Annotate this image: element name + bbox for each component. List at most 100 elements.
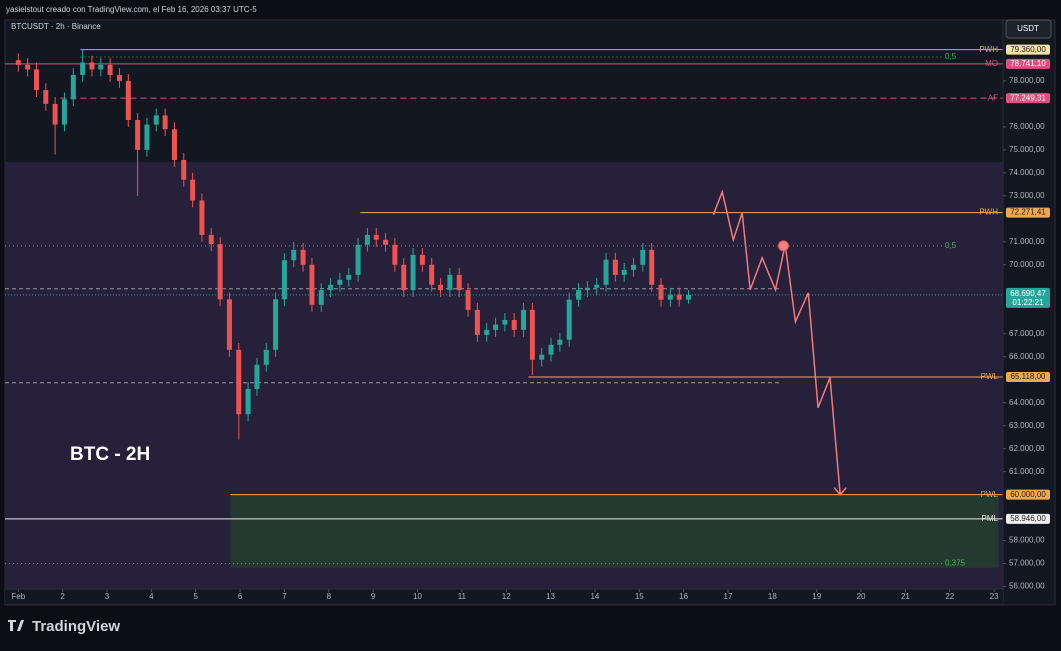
level-chip [1006,207,1050,218]
countdown: 01:22:21 [1012,298,1044,307]
y-tick-label: 75.000,00 [1009,145,1045,154]
candle-body [521,309,527,330]
candle-body [429,264,435,285]
candle-body [373,234,379,240]
y-tick-label: 57.000,00 [1009,559,1045,568]
candle-body [80,62,86,75]
y-tick-label: 63.000,00 [1009,421,1045,430]
level-label: AF [988,93,998,102]
candle-body [33,69,39,91]
y-tick-label: 64.000,00 [1009,398,1045,407]
candle-body [401,264,407,291]
y-tick-label: 56.000,00 [1009,582,1045,591]
candle-body [254,364,260,389]
level-label: PWL [981,490,999,499]
x-tick-label: 18 [768,592,777,601]
projection [712,189,841,495]
candle-body [529,309,535,360]
x-tick-label: 3 [105,592,110,601]
candle-body [208,234,214,245]
x-tick-label: 14 [590,592,599,601]
candle-body [236,349,242,415]
candle-body [300,249,306,265]
level-chip [1006,489,1050,500]
candle-body [640,249,646,265]
fib-label: 0,5 [945,52,957,61]
candle-body [309,264,315,305]
x-tick-label: 13 [546,592,555,601]
level-label: PWH [979,45,998,54]
x-tick-label: 9 [371,592,376,601]
candle-body [539,354,545,360]
x-tick-label: 21 [901,592,910,601]
currency[interactable]: USDT [1017,24,1039,33]
candle-body [548,344,554,355]
candle-body [484,329,490,335]
candle-body [217,244,223,300]
candle-body [190,179,196,201]
candle-body [456,274,462,291]
candle-body [612,259,618,275]
candle-body [392,244,398,265]
candle-body [658,284,664,300]
candle-body [337,279,343,285]
fib-label: 0,5 [945,241,957,250]
candle-body [438,284,444,291]
level-value-label: 60.000,00 [1010,490,1046,499]
candle-body [419,254,425,265]
candle-body [594,284,600,288]
x-tick-label: 23 [990,592,999,601]
x-tick-label: 5 [194,592,199,601]
candle-body [383,239,389,245]
level-chip [1006,58,1050,69]
candle-body [89,62,95,70]
candle-body [649,249,655,285]
candle-body [70,74,76,100]
x-tick-label: 15 [635,592,644,601]
candle-body [107,64,113,75]
candle-body [162,115,168,130]
candle-body [171,129,177,160]
y-tick-label: 73.000,00 [1009,191,1045,200]
arrow-head [833,487,847,496]
level-value-label: 58.946,00 [1010,514,1046,523]
candle-body [116,74,122,81]
x-tick-label: 2 [60,592,65,601]
x-tick-label: 6 [238,592,243,601]
annotation: BTC - 2H [70,444,150,465]
candle-body [465,290,471,310]
level-value-label: 65.118,00 [1011,372,1047,381]
candle-body [557,339,563,345]
plot [5,49,1003,605]
candle-body [566,299,572,340]
candle-body [474,309,480,335]
candle-body [676,294,682,300]
x-tick-label: 20 [857,592,866,601]
level-chip [1006,372,1050,383]
candle-body [502,319,508,325]
y-tick-label: 74.000,00 [1009,168,1045,177]
candle-body [61,99,67,125]
x-tick-label: 19 [812,592,821,601]
candle-body [447,274,453,291]
candle-body [364,234,370,245]
candle-body [25,64,31,70]
x-tick-label: 17 [724,592,733,601]
y-tick-label: 58.000,00 [1009,536,1045,545]
level-label: PWH [979,208,998,217]
candle-body [667,294,673,300]
header: yasielstout creado con TradingView.com, … [6,5,257,14]
candle-body [52,103,58,125]
level-chip [1006,93,1050,104]
candle-body [621,269,627,275]
last-price-chip [1006,287,1050,308]
last-price-label: 68.690,47 [1010,289,1046,298]
candle-body [355,244,361,275]
y-tick-label: 76.000,00 [1009,122,1045,131]
level-label: MO [985,59,998,68]
candle-body [493,324,499,330]
zone [230,494,999,568]
candle-body [328,284,334,291]
time-axis [5,589,1003,604]
currency-box[interactable] [1005,19,1052,39]
